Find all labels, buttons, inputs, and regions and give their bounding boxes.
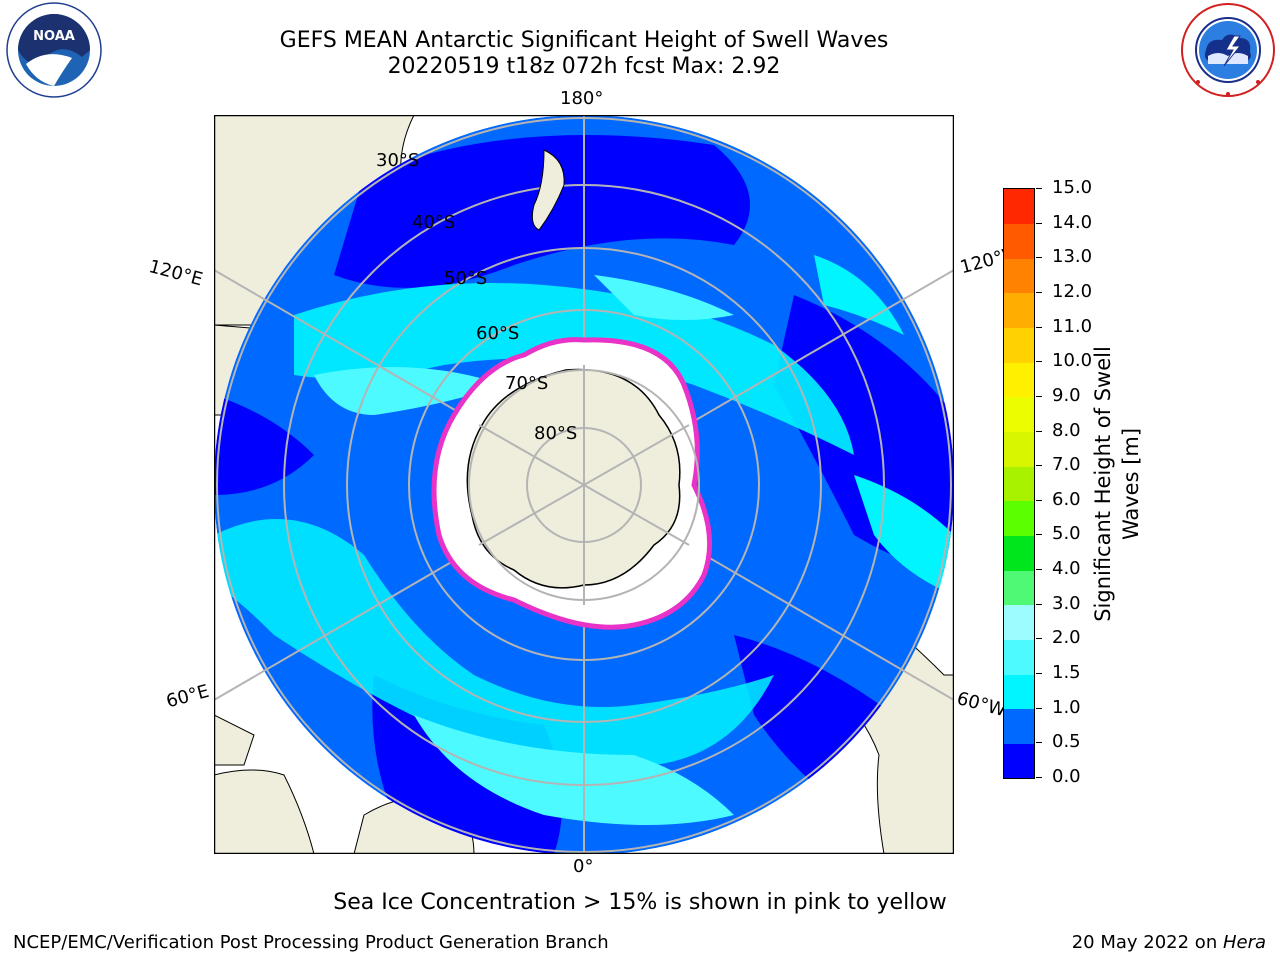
- colorbar-tick-label: 8.0: [1052, 419, 1081, 441]
- colorbar-segment: [1004, 189, 1034, 225]
- colorbar-tick-label: 10.0: [1052, 350, 1093, 372]
- colorbar-segment: [1004, 362, 1034, 398]
- colorbar-tick: [1036, 361, 1042, 363]
- colorbar-segment: [1004, 396, 1034, 433]
- lat-label-60s: 60°S: [476, 323, 520, 344]
- footer-date: 20 May 2022 on Hera: [1072, 932, 1266, 953]
- colorbar-tick: [1036, 257, 1042, 259]
- sea-ice-note: Sea Ice Concentration > 15% is shown in …: [333, 890, 947, 915]
- colorbar: [1003, 188, 1035, 779]
- lon-label-60e: 60°E: [164, 680, 212, 713]
- colorbar-segment: [1004, 431, 1034, 467]
- colorbar-tick: [1036, 603, 1042, 605]
- colorbar-segment: [1004, 674, 1034, 710]
- noaa-logo: NOAA: [2, 2, 102, 102]
- colorbar-tick: [1036, 465, 1042, 467]
- colorbar-tick-label: 4.0: [1052, 558, 1081, 580]
- lat-label-70s: 70°S: [505, 373, 549, 394]
- footer-host: Hera: [1222, 932, 1266, 953]
- colorbar-segment: [1004, 604, 1034, 640]
- colorbar-tick: [1036, 222, 1042, 224]
- nws-logo: [1178, 2, 1278, 102]
- colorbar-segment: [1004, 223, 1034, 259]
- colorbar-tick-label: 12.0: [1052, 280, 1093, 302]
- chart-title: GEFS MEAN Antarctic Significant Height o…: [279, 28, 889, 53]
- colorbar-tick-label: 5.0: [1052, 523, 1081, 545]
- footer-credit: NCEP/EMC/Verification Post Processing Pr…: [13, 932, 609, 953]
- colorbar-tick: [1036, 638, 1042, 640]
- lat-label-30s: 30°S: [376, 150, 420, 171]
- colorbar-tick-label: 1.5: [1052, 662, 1081, 684]
- colorbar-tick-label: 6.0: [1052, 488, 1081, 510]
- colorbar-tick-label: 0.0: [1052, 766, 1081, 787]
- colorbar-tick-label: 1.0: [1052, 696, 1081, 718]
- colorbar-tick: [1036, 569, 1042, 571]
- colorbar-tick-label: 11.0: [1052, 315, 1093, 337]
- polar-map: [213, 114, 955, 855]
- noaa-logo-text: NOAA: [33, 29, 75, 44]
- colorbar-tick-label: 14.0: [1052, 211, 1093, 233]
- colorbar-tick: [1036, 673, 1042, 675]
- colorbar-tick: [1036, 777, 1042, 778]
- colorbar-segment: [1004, 327, 1034, 363]
- colorbar-tick: [1036, 291, 1042, 293]
- colorbar-tick: [1036, 707, 1042, 709]
- colorbar-segment: [1004, 708, 1034, 744]
- colorbar-label-line1: Significant Height of Swell: [1091, 346, 1115, 622]
- colorbar-tick-label: 3.0: [1052, 592, 1081, 614]
- colorbar-label-line2: Waves [m]: [1119, 427, 1143, 541]
- colorbar-ticks: 0.0 0.5 1.0 1.5 2.0 3.0 4.0 5.0 6.0 7.0 8.0 9.0 10.0…: [1036, 177, 1106, 787]
- colorbar-tick: [1036, 188, 1042, 189]
- lat-label-50s: 50°S: [444, 268, 488, 289]
- colorbar-tick-label: 7.0: [1052, 454, 1081, 476]
- colorbar-segment: [1004, 466, 1034, 502]
- colorbar-tick-label: 13.0: [1052, 246, 1093, 268]
- colorbar-segment: [1004, 292, 1034, 329]
- colorbar-segment: [1004, 535, 1034, 571]
- lon-label-60w: 60°W: [954, 688, 1009, 722]
- lat-label-80s: 80°S: [534, 423, 578, 444]
- lat-label-40s: 40°S: [412, 212, 456, 233]
- colorbar-tick: [1036, 742, 1042, 744]
- colorbar-segment: [1004, 258, 1034, 294]
- lon-label-180: 180°: [560, 88, 604, 109]
- lon-label-120e: 120°E: [146, 256, 205, 291]
- lon-label-0: 0°: [573, 856, 594, 877]
- colorbar-segment: [1004, 639, 1034, 675]
- colorbar-tick: [1036, 499, 1042, 501]
- colorbar-tick: [1036, 395, 1042, 397]
- colorbar-segment: [1004, 743, 1034, 779]
- land-africa: [214, 769, 315, 854]
- colorbar-segment: [1004, 500, 1034, 536]
- colorbar-tick: [1036, 326, 1042, 328]
- chart-subtitle: 20220519 t18z 072h fcst Max: 2.92: [387, 54, 781, 79]
- footer-date-text: 20 May 2022 on: [1071, 932, 1223, 953]
- colorbar-tick-label: 2.0: [1052, 627, 1081, 649]
- colorbar-tick-label: 15.0: [1052, 177, 1093, 198]
- colorbar-segment: [1004, 570, 1034, 606]
- colorbar-tick: [1036, 430, 1042, 432]
- colorbar-tick-label: 0.5: [1052, 731, 1081, 753]
- colorbar-tick-label: 9.0: [1052, 384, 1081, 406]
- colorbar-tick: [1036, 534, 1042, 536]
